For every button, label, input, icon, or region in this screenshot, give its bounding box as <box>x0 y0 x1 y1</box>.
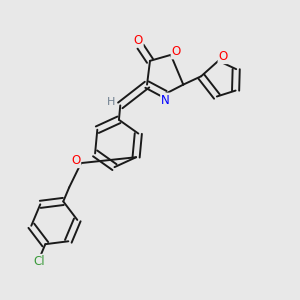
Text: O: O <box>218 50 228 63</box>
Text: O: O <box>71 154 80 167</box>
Text: Cl: Cl <box>33 255 45 268</box>
Text: O: O <box>134 34 143 46</box>
Text: N: N <box>161 94 170 106</box>
Text: H: H <box>106 98 115 107</box>
Text: O: O <box>172 45 181 58</box>
